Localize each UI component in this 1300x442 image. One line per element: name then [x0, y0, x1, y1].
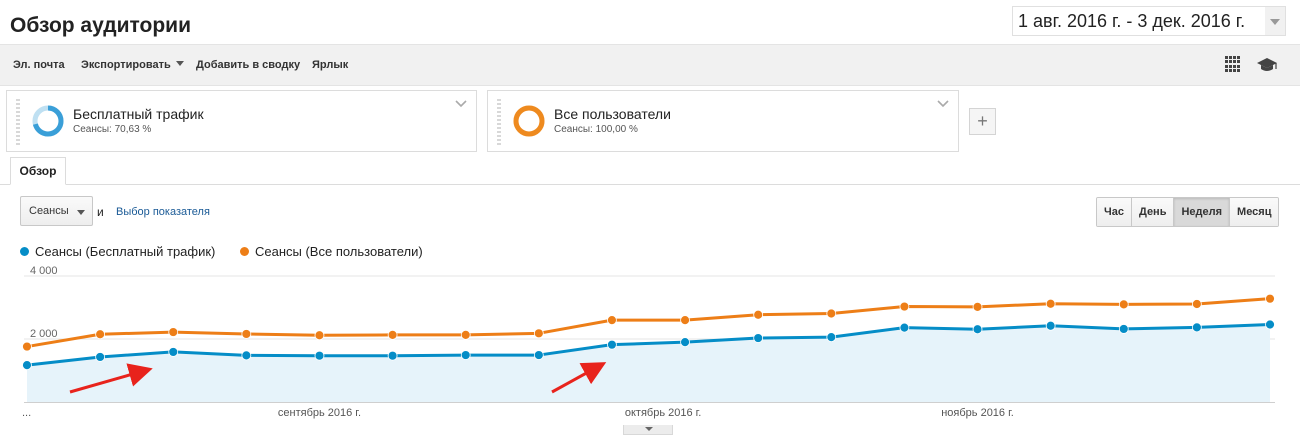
data-point-all-users	[533, 328, 544, 339]
period-week-button[interactable]: Неделя	[1174, 198, 1231, 226]
legend-label: Сеансы (Бесплатный трафик)	[35, 244, 216, 259]
data-point-organic	[1191, 322, 1202, 333]
data-point-organic	[1118, 324, 1129, 334]
data-point-all-users	[826, 308, 837, 319]
metric-select[interactable]: Сеансы	[20, 196, 93, 226]
data-point-all-users	[607, 315, 617, 325]
legend-label: Сеансы (Все пользователи)	[255, 244, 423, 259]
data-point-organic	[1045, 320, 1056, 331]
export-button[interactable]: Экспортировать	[81, 59, 184, 71]
data-point-organic	[899, 322, 910, 333]
data-point-organic	[22, 360, 32, 371]
shortcut-button[interactable]: Ярлык	[312, 59, 349, 71]
collapse-chart-toggle[interactable]	[623, 425, 673, 435]
email-button[interactable]: Эл. почта	[13, 59, 65, 71]
add-to-dashboard-button[interactable]: Добавить в сводку	[196, 59, 301, 71]
annotation-arrow	[551, 362, 607, 394]
data-point-all-users	[22, 341, 32, 352]
data-point-all-users	[753, 309, 764, 320]
add-segment-button[interactable]: +	[969, 108, 996, 135]
segment-sessions-share: Сеансы: 100,00 %	[554, 124, 638, 135]
segment-sessions-share: Сеансы: 70,63 %	[73, 124, 152, 135]
segment-card-organic[interactable]: Бесплатный трафик Сеансы: 70,63 %	[6, 90, 477, 152]
data-point-organic	[607, 339, 617, 350]
data-point-organic	[168, 347, 179, 357]
period-toggle: Час День Неделя Месяц	[1096, 197, 1280, 227]
and-label: и	[97, 205, 104, 219]
legend-item-organic[interactable]: Сеансы (Бесплатный трафик)	[20, 244, 215, 259]
series-area-organic	[27, 324, 1270, 402]
data-point-all-users	[680, 315, 690, 325]
segment-card-all-users[interactable]: Все пользователи Сеансы: 100,00 %	[487, 90, 959, 152]
data-point-organic	[753, 333, 764, 343]
y-tick-label: 2 000	[30, 328, 58, 340]
segment-donut-icon	[513, 105, 545, 137]
data-point-all-users	[1045, 298, 1056, 309]
grid-icon[interactable]	[1225, 56, 1241, 72]
data-point-organic	[95, 352, 106, 362]
data-point-organic	[460, 350, 471, 360]
period-day-button[interactable]: День	[1131, 198, 1175, 226]
export-label[interactable]: Экспортировать	[81, 59, 171, 71]
data-point-all-users	[899, 301, 910, 312]
data-point-all-users	[387, 330, 398, 340]
data-point-all-users	[972, 301, 983, 312]
metric-select-value[interactable]: Сеансы	[29, 205, 69, 217]
annotation-arrow	[69, 363, 153, 394]
series-line-all-users	[26, 297, 1271, 349]
drag-handle[interactable]	[16, 99, 20, 145]
drag-handle[interactable]	[497, 99, 501, 145]
segment-name: Все пользователи	[554, 106, 671, 122]
data-point-organic	[241, 350, 252, 361]
data-point-organic	[533, 350, 544, 360]
caret-down-icon[interactable]	[175, 61, 184, 66]
select-metric-link[interactable]: Выбор показателя	[116, 206, 210, 218]
data-point-all-users	[1191, 299, 1202, 309]
series-line-organic	[26, 323, 1271, 367]
chevron-down-icon[interactable]	[936, 99, 950, 109]
data-point-all-users	[460, 330, 471, 340]
data-point-all-users	[168, 327, 179, 337]
data-point-organic	[680, 337, 690, 348]
data-point-all-users	[314, 330, 325, 341]
legend-item-all-users[interactable]: Сеансы (Все пользователи)	[240, 244, 423, 259]
x-tick-label: октябрь 2016 г.	[625, 407, 702, 419]
x-tick-label: ноябрь 2016 г.	[941, 407, 1014, 419]
tab-overview[interactable]: Обзор	[10, 157, 66, 185]
tab-divider	[0, 184, 1300, 185]
data-point-all-users	[1118, 299, 1129, 310]
chevron-down-icon[interactable]	[454, 99, 468, 109]
page-title: Обзор аудитории	[10, 14, 191, 37]
data-point-organic	[1265, 319, 1275, 330]
period-month-button[interactable]: Месяц	[1230, 198, 1279, 226]
caret-down-icon[interactable]	[77, 210, 85, 215]
data-point-all-users	[1265, 293, 1275, 304]
sessions-line-chart: 2 000 4 000... сентябрь 2016 г. октябрь 201…	[22, 265, 1275, 419]
period-hour-button[interactable]: Час	[1097, 198, 1132, 226]
data-point-organic	[972, 324, 983, 335]
segment-donut-icon	[32, 105, 64, 137]
y-tick-label: 4 000	[30, 265, 58, 277]
date-range-picker[interactable]: 1 авг. 2016 г. - 3 дек. 2016 г.	[1012, 6, 1286, 36]
report-toolbar: Эл. почта Экспортировать Добавить в свод…	[0, 44, 1300, 86]
legend-dot	[240, 247, 249, 256]
data-point-organic	[387, 350, 398, 361]
data-point-all-users	[241, 329, 252, 339]
date-range-text[interactable]: 1 авг. 2016 г. - 3 дек. 2016 г.	[1018, 11, 1246, 31]
x-tick-label: сентябрь 2016 г.	[278, 407, 361, 419]
chevron-down-icon[interactable]	[1265, 7, 1285, 35]
data-point-organic	[826, 332, 837, 343]
legend-dot	[20, 247, 29, 256]
graduation-cap-icon[interactable]	[1256, 56, 1278, 74]
segment-name: Бесплатный трафик	[73, 106, 204, 122]
x-tick-label: ...	[22, 407, 31, 419]
data-point-all-users	[95, 329, 106, 340]
data-point-organic	[314, 350, 325, 361]
